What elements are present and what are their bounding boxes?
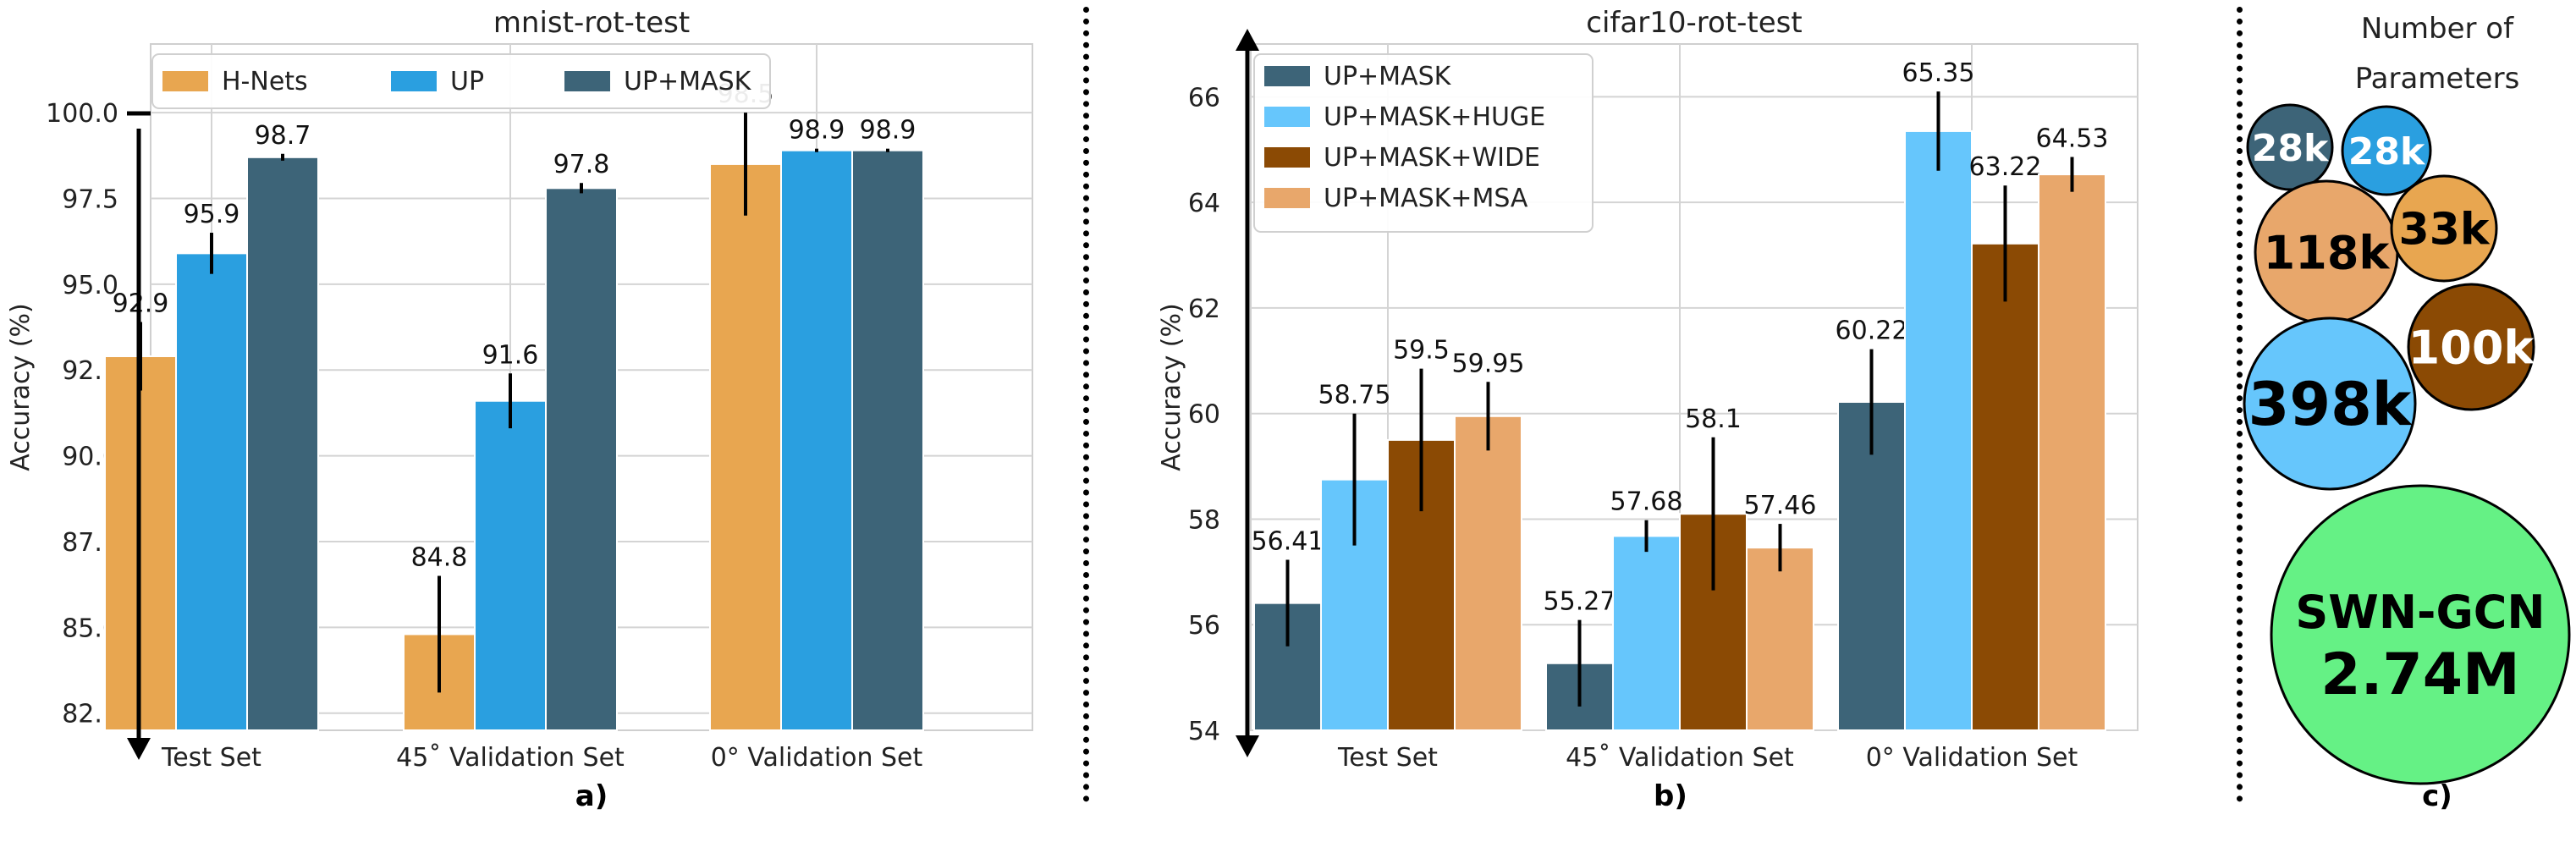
param-bubble-swn-gcn — [2270, 484, 2571, 785]
param-bubble-label: 100k — [2408, 321, 2535, 374]
legend-swatch-up-mask — [1264, 66, 1310, 86]
y-tick-label: 97.5 — [62, 184, 118, 214]
bar-up-mask-msa — [1746, 547, 1814, 731]
legend-swatch-h-nets — [162, 71, 208, 91]
y-tick-label: 60 — [1188, 400, 1220, 430]
param-bubble-label: 398k — [2248, 370, 2413, 439]
bubble-panel-title: Parameters — [2355, 62, 2520, 96]
bar-value-label: 95.9 — [184, 200, 240, 229]
param-bubble-label: 28k — [2252, 127, 2330, 170]
arrow-down-icon — [127, 738, 151, 760]
bar-up-mask-huge — [1904, 129, 1973, 731]
y-axis-label: Accuracy (%) — [1157, 303, 1186, 471]
legend-box — [1253, 53, 1593, 233]
x-tick-label: Test Set — [161, 743, 261, 773]
legend-swatch-up-mask-wide — [1264, 147, 1310, 168]
param-bubble-33k — [2390, 174, 2498, 283]
y-tick-label: 95.0 — [62, 271, 118, 300]
bar-h-nets — [709, 162, 782, 732]
bar-value-label: 63.22 — [1969, 152, 2042, 182]
legend-label: UP+MASK+HUGE — [1324, 102, 1545, 132]
y-tick-label: 56 — [1188, 611, 1220, 641]
legend-label: UP+MASK+WIDE — [1324, 143, 1540, 173]
param-bubble-100k — [2407, 283, 2535, 411]
bar-value-label: 58.75 — [1318, 381, 1391, 410]
legend: UP+MASK UP+MASK+HUGE UP+MASK+WIDE UP+MASK+M… — [1253, 53, 1593, 233]
legend-swatch-up-mask-huge — [1264, 107, 1310, 127]
bar-up-mask-msa — [1454, 415, 1522, 731]
param-bubble-label: 118k — [2264, 226, 2391, 279]
legend-swatch-up — [391, 71, 437, 91]
param-bubble-28k — [2341, 105, 2432, 196]
legend-label: UP — [450, 67, 484, 96]
y-tick-label: 58 — [1188, 505, 1220, 535]
y-tick-label: 66 — [1188, 83, 1220, 113]
bar-value-label: 98.7 — [255, 121, 311, 151]
param-bubble-label: 28k — [2348, 130, 2426, 173]
legend-swatch-up-mask-msa — [1264, 188, 1310, 208]
x-tick-label: 0° Validation Set — [711, 743, 923, 773]
divider-left — [1083, 7, 1089, 802]
bar-value-label: 65.35 — [1902, 58, 1975, 88]
bar-value-label: 60.22 — [1836, 316, 1908, 346]
bubble-panel-title: Number of — [2361, 12, 2514, 46]
chart-1: 54 56 58 60 62 64 66 Test Set 45˚ Validation Set… — [1157, 6, 2138, 813]
y-tick-label: 54 — [1188, 717, 1220, 746]
legend-box — [151, 53, 771, 109]
bar-value-label: 97.8 — [553, 150, 610, 179]
bar-up-mask-huge — [1612, 535, 1681, 731]
y-tick-label: 100.0 — [46, 99, 118, 129]
bar-up-mask — [246, 156, 319, 731]
bar-value-label: 84.8 — [411, 543, 468, 573]
bar-up — [175, 252, 248, 732]
y-tick-label: 62 — [1188, 294, 1220, 324]
bar-value-label: 64.53 — [2036, 124, 2109, 154]
divider-right — [2237, 7, 2243, 802]
x-tick-label: 45˚ Validation Set — [1566, 743, 1794, 773]
legend-label: UP+MASK — [624, 67, 752, 96]
bar-value-label: 55.27 — [1544, 587, 1616, 617]
x-tick-label: Test Set — [1337, 743, 1438, 773]
param-bubble-label: SWN-GCN — [2295, 586, 2545, 639]
bar-value-label: 59.95 — [1452, 349, 1525, 378]
x-tick-label: 45˚ Validation Set — [396, 743, 625, 773]
bar-up — [474, 399, 547, 731]
legend-label: UP+MASK — [1324, 62, 1452, 91]
legend-label: UP+MASK+MSA — [1324, 184, 1528, 213]
arrow-up-icon — [1236, 29, 1259, 51]
bar-up-mask-msa — [2038, 173, 2106, 731]
arrow-down-icon — [1236, 735, 1259, 757]
bubble-panel: Number of Parameters 28k 28k 118k 33k 100k398k… — [2243, 12, 2571, 813]
bar-up-mask — [545, 187, 618, 731]
panel-label: a) — [575, 779, 608, 813]
chart-title: mnist-rot-test — [493, 6, 690, 40]
panel-label: c) — [2422, 779, 2452, 813]
y-tick-label: 64 — [1188, 189, 1220, 218]
bar-up-mask — [851, 149, 924, 731]
x-tick-label: 0° Validation Set — [1866, 743, 2078, 773]
bar-up-mask-wide — [1971, 242, 2039, 731]
legend-label: H-Nets — [222, 67, 308, 96]
bar-value-label: 91.6 — [482, 340, 539, 370]
legend: H-Nets UP UP+MASK — [151, 53, 771, 109]
param-bubble-398k — [2243, 316, 2417, 491]
param-bubble-28k — [2246, 103, 2334, 191]
y-axis-label: Accuracy (%) — [6, 303, 36, 471]
bar-value-label: 57.68 — [1610, 487, 1683, 517]
panel-label: b) — [1654, 779, 1687, 813]
chart-title: cifar10-rot-test — [1586, 6, 1802, 40]
param-bubble-label: 33k — [2399, 205, 2491, 256]
bar-value-label: 98.9 — [789, 116, 845, 146]
bar-value-label: 58.1 — [1685, 404, 1742, 434]
bar-value-label: 59.5 — [1393, 336, 1450, 366]
legend-swatch-up-mask — [564, 71, 610, 91]
bar-up — [780, 149, 853, 731]
param-bubble-value: 2.74M — [2320, 641, 2519, 708]
bar-value-label: 98.9 — [860, 116, 916, 146]
bar-value-label: 56.41 — [1252, 526, 1324, 556]
bar-value-label: 57.46 — [1744, 491, 1817, 520]
